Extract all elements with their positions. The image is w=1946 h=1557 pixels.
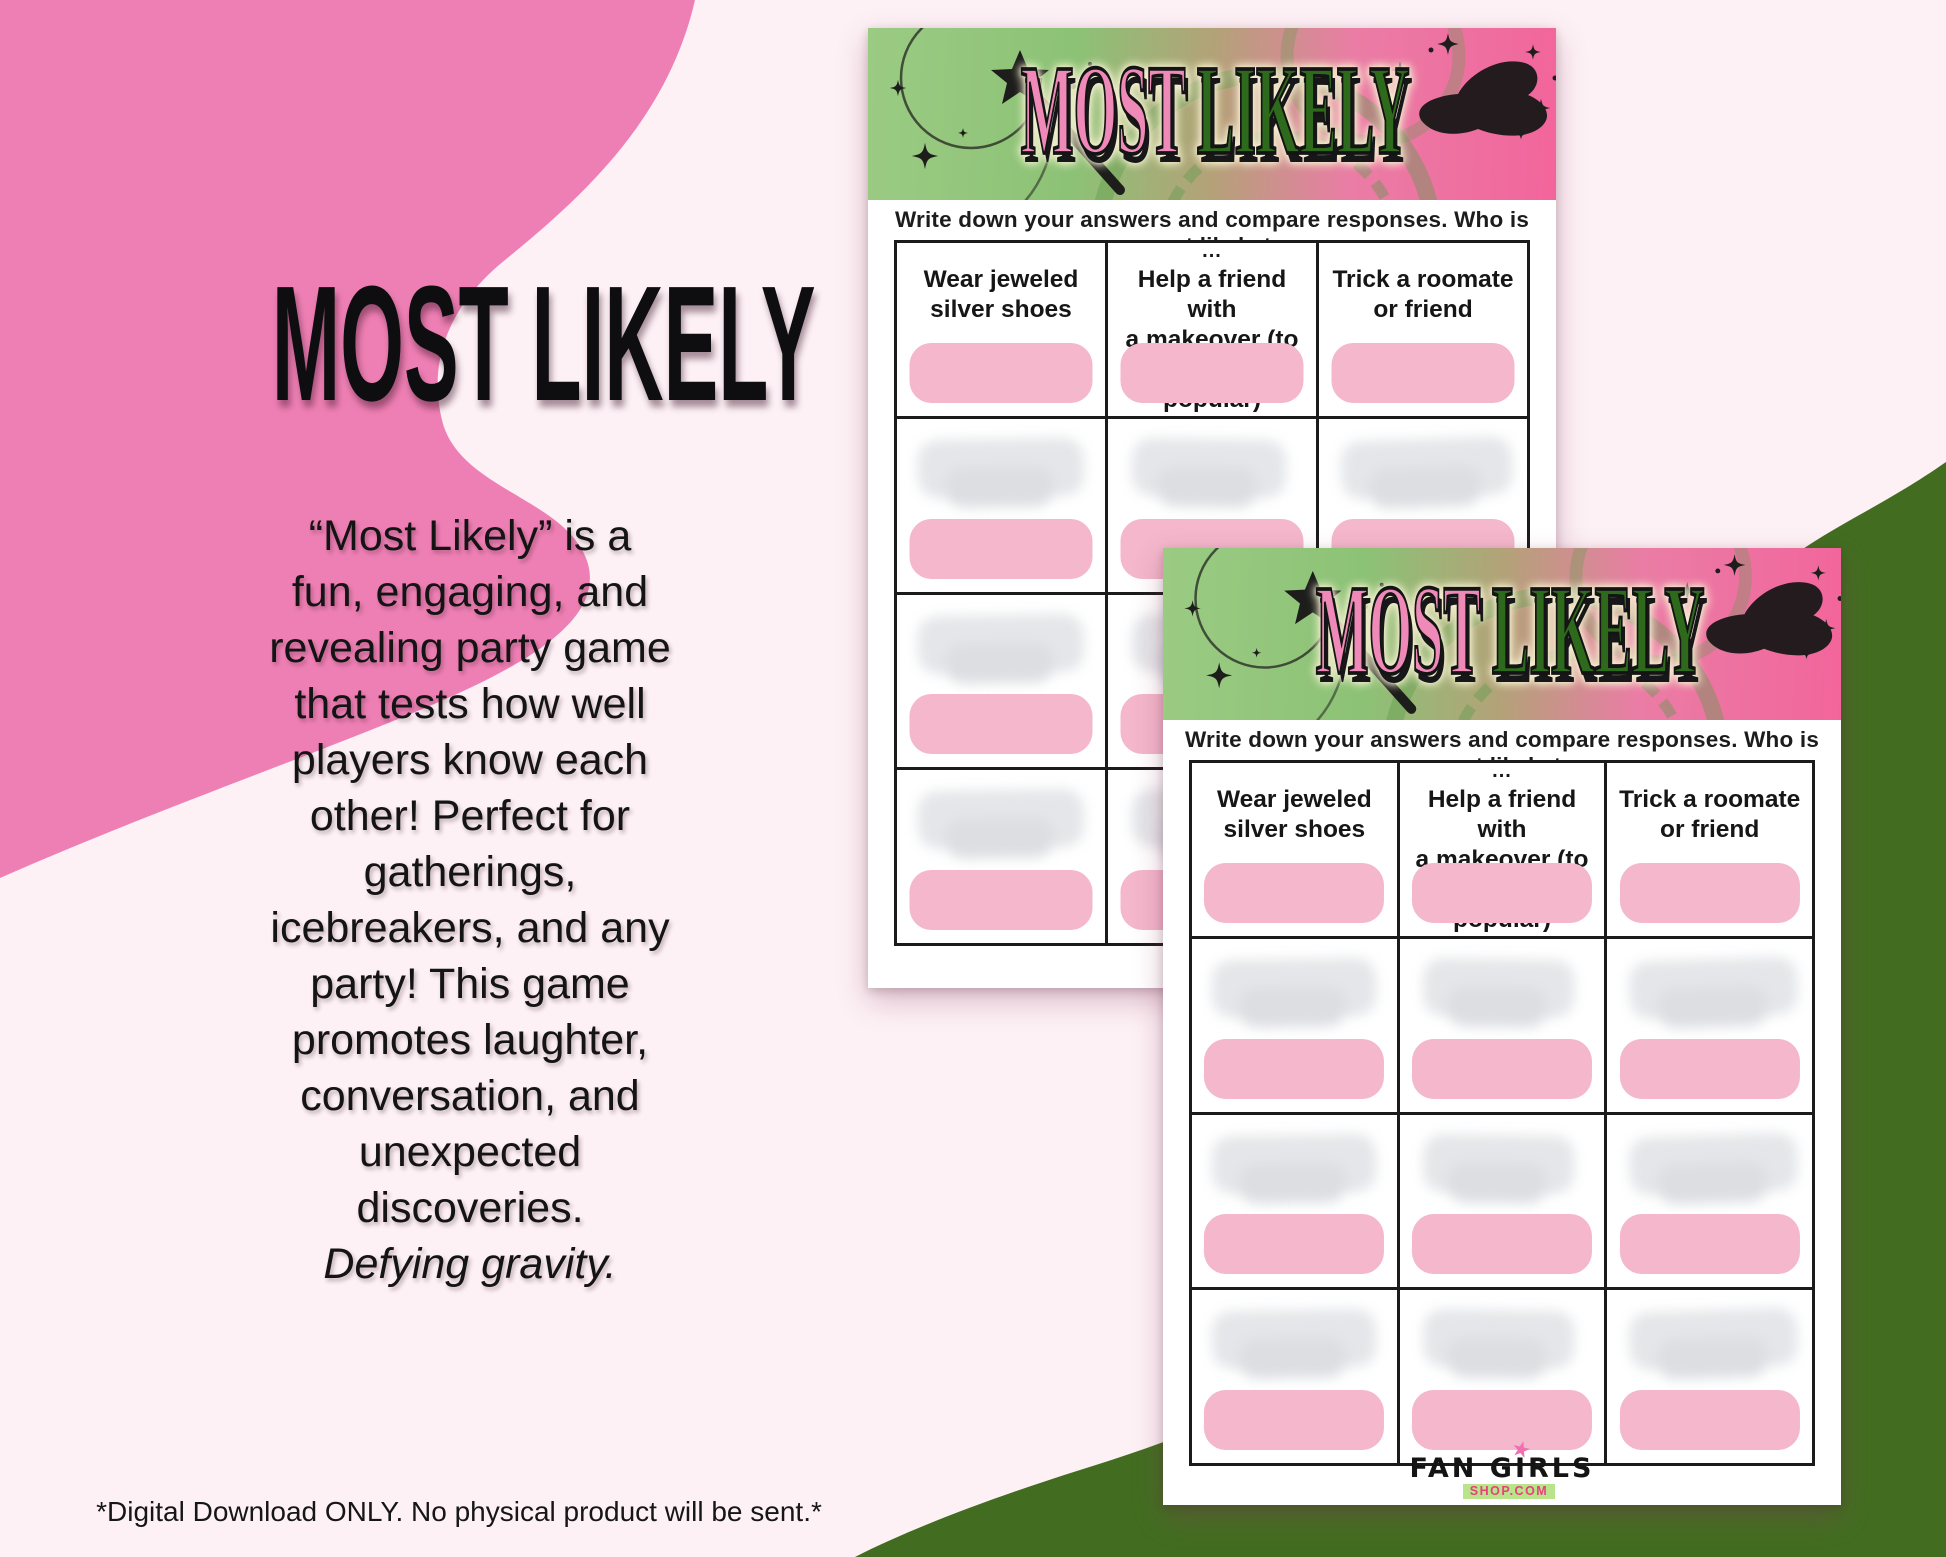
prompt-cell [897, 595, 1105, 768]
column-header: Wear jeweled silver shoes [923, 266, 1079, 323]
prompt-cell [1604, 1290, 1812, 1463]
answer-box [1619, 1390, 1800, 1450]
column-header-cell: ... Help a friend with a makeover (to be… [1105, 240, 1316, 416]
prompt-cell [1192, 1115, 1397, 1288]
answer-box [1204, 1214, 1385, 1275]
answer-box [1204, 862, 1385, 923]
logo-name: ★ FAN GIRLS [1409, 1435, 1595, 1484]
answer-box [1411, 862, 1593, 923]
answer-box [1619, 1214, 1800, 1275]
column-header: Trick a roomate or friend [1619, 786, 1801, 843]
answer-box [909, 870, 1093, 930]
redacted-prompt [1211, 1133, 1377, 1194]
prompt-cell [897, 770, 1105, 943]
ellipsis-marker: ... [1202, 240, 1222, 262]
description-text: “Most Likely” is a fun, engaging, and re… [269, 512, 671, 1232]
answer-box [1619, 1038, 1800, 1099]
answer-box [1331, 342, 1515, 403]
redacted-prompt [917, 788, 1085, 850]
column-header-cell: Wear jeweled silver shoes [897, 243, 1105, 416]
prompt-cell [1192, 939, 1397, 1112]
card-title-likely: LIKELY [1491, 559, 1705, 702]
redacted-prompt [1628, 1131, 1798, 1196]
game-card-front: MOST LIKELY Write down your answers and c… [1163, 548, 1841, 1505]
prompt-cell [897, 419, 1105, 592]
card-title: MOST LIKELY [868, 41, 1556, 179]
prompt-cell [1396, 1290, 1605, 1463]
card-header: MOST LIKELY [1163, 548, 1841, 720]
answer-box [1411, 1390, 1593, 1450]
card-title-likely: LIKELY [1196, 39, 1410, 182]
card-header: MOST LIKELY [868, 28, 1556, 200]
answer-box [1411, 1214, 1593, 1275]
answer-box [909, 694, 1093, 755]
answer-box [909, 518, 1093, 579]
answer-box [1204, 1390, 1385, 1450]
redacted-prompt [1131, 437, 1287, 499]
column-header-cell: ... Help a friend with a makeover (to be… [1396, 760, 1605, 936]
redacted-prompt [1211, 957, 1377, 1019]
redacted-prompt [917, 437, 1085, 499]
prompt-cell [1604, 1114, 1812, 1288]
prompt-table: Wear jeweled silver shoes ... Help a fri… [1189, 760, 1815, 1466]
fan-girls-logo: ★ FAN GIRLS SHOP.COM [1163, 1435, 1841, 1499]
answer-box [1204, 1038, 1385, 1099]
redacted-prompt [1628, 1307, 1798, 1372]
column-header-cell: Trick a roomate or friend [1316, 243, 1527, 416]
prompt-cell [1604, 938, 1812, 1112]
table-row [1192, 1111, 1812, 1288]
redacted-prompt [1422, 1133, 1576, 1194]
redacted-prompt [1340, 435, 1513, 500]
product-description: “Most Likely” is a fun, engaging, and re… [115, 508, 825, 1292]
redacted-prompt [1211, 1308, 1377, 1370]
answer-box [1120, 342, 1304, 403]
answer-box [909, 342, 1093, 403]
product-tagline: Defying gravity. [323, 1240, 617, 1288]
card-title: MOST LIKELY [1163, 561, 1841, 699]
redacted-prompt [917, 613, 1085, 674]
column-header-cell: Wear jeweled silver shoes [1192, 763, 1397, 936]
redacted-prompt [1422, 1308, 1576, 1370]
pink-blob-shape [0, 0, 695, 878]
column-header-cell: Trick a roomate or friend [1604, 763, 1812, 936]
table-header-row: Wear jeweled silver shoes ... Help a fri… [897, 240, 1527, 416]
table-row [1192, 935, 1812, 1112]
table-row [1192, 1287, 1812, 1463]
prompt-cell [1396, 938, 1605, 1112]
column-header: Wear jeweled silver shoes [1216, 786, 1372, 843]
ellipsis-marker: ... [1492, 760, 1512, 782]
column-header: Trick a roomate or friend [1332, 266, 1514, 323]
answer-box [1411, 1038, 1593, 1099]
shop-domain: SHOP.COM [1462, 1484, 1556, 1499]
card-title-most: MOST [1315, 559, 1482, 702]
table-header-row: Wear jeweled silver shoes ... Help a fri… [1192, 760, 1812, 936]
prompt-cell [1396, 1114, 1605, 1288]
digital-download-disclaimer: *Digital Download ONLY. No physical prod… [96, 1496, 822, 1527]
prompt-cell [1192, 1290, 1397, 1463]
redacted-prompt [1628, 955, 1798, 1020]
answer-box [1619, 862, 1800, 923]
page-title: MOST LIKELY [271, 252, 816, 435]
redacted-prompt [1422, 957, 1576, 1019]
card-title-most: MOST [1020, 39, 1187, 182]
